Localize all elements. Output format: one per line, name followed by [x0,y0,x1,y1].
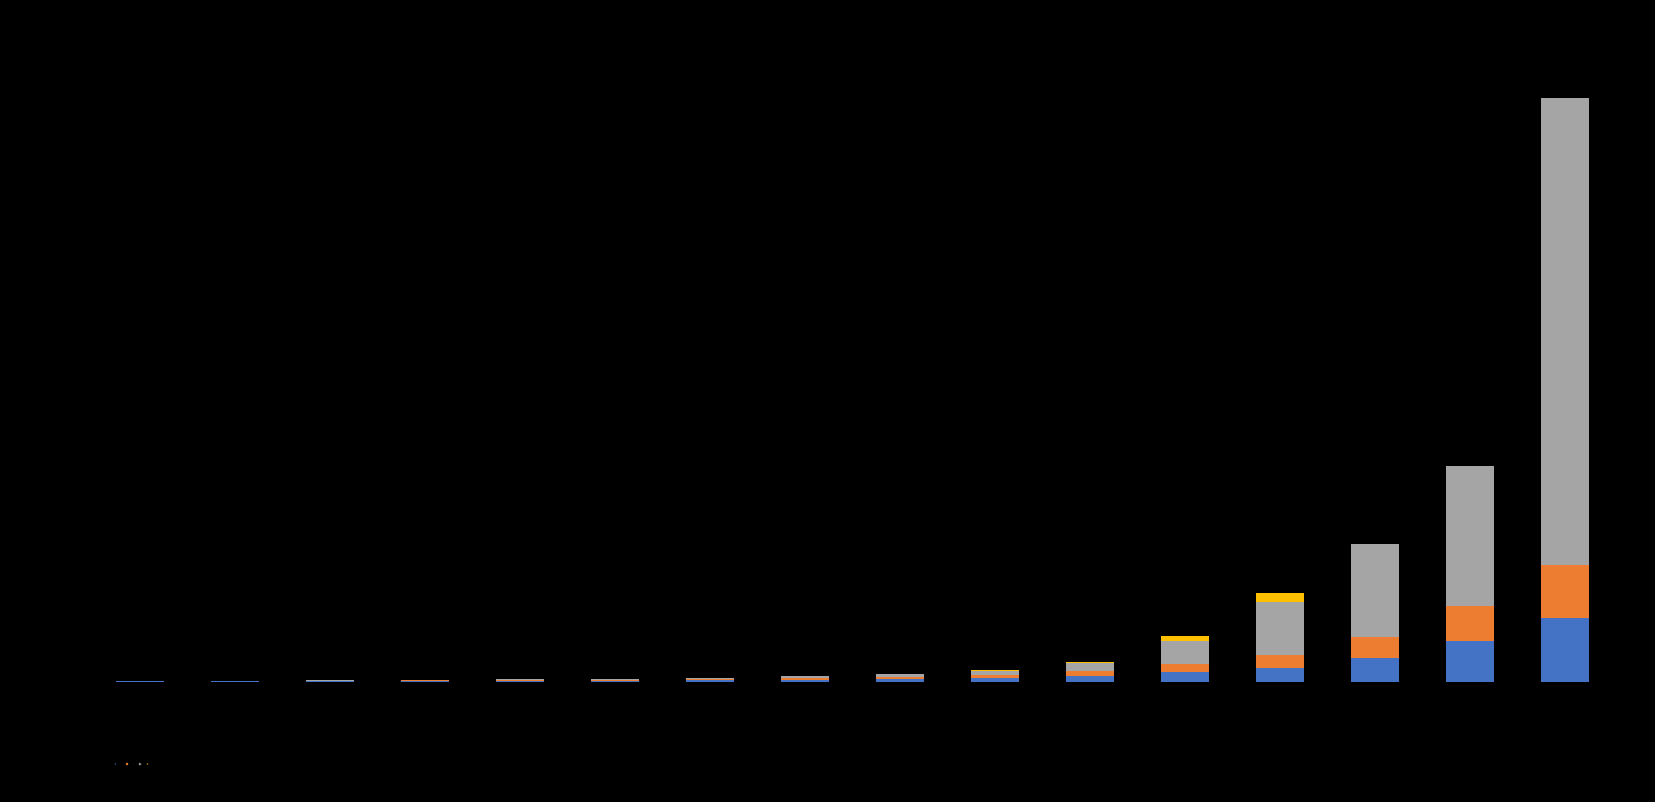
Bar [781,680,829,682]
Bar [1066,662,1114,663]
Bar [496,681,543,682]
Bar [687,679,733,680]
Bar [1541,99,1589,565]
Bar [1162,664,1208,672]
Bar [687,680,733,682]
Bar [1162,672,1208,682]
Bar [1256,655,1304,668]
Bar [1446,606,1493,641]
Bar [1256,668,1304,682]
Bar [875,679,923,682]
Bar [971,670,1018,675]
Bar [591,678,639,680]
Bar [1066,671,1114,676]
Bar [971,678,1018,682]
Bar [1066,676,1114,682]
Legend: Residential, Commercial, Utility, Other: Residential, Commercial, Utility, Other [114,762,152,764]
Bar [401,681,449,682]
Bar [1256,593,1304,602]
Bar [1541,565,1589,618]
Bar [1162,641,1208,664]
Bar [1541,618,1589,682]
Bar [1350,544,1398,638]
Bar [781,678,829,680]
Bar [591,681,639,682]
Bar [1256,602,1304,655]
Bar [1350,638,1398,658]
Bar [1446,641,1493,682]
Bar [875,674,923,677]
Bar [1162,636,1208,641]
Bar [781,676,829,678]
Bar [687,678,733,679]
Bar [1066,663,1114,671]
Bar [1446,466,1493,606]
Bar [1350,658,1398,682]
Bar [971,675,1018,678]
Bar [875,677,923,679]
Bar [591,680,639,681]
